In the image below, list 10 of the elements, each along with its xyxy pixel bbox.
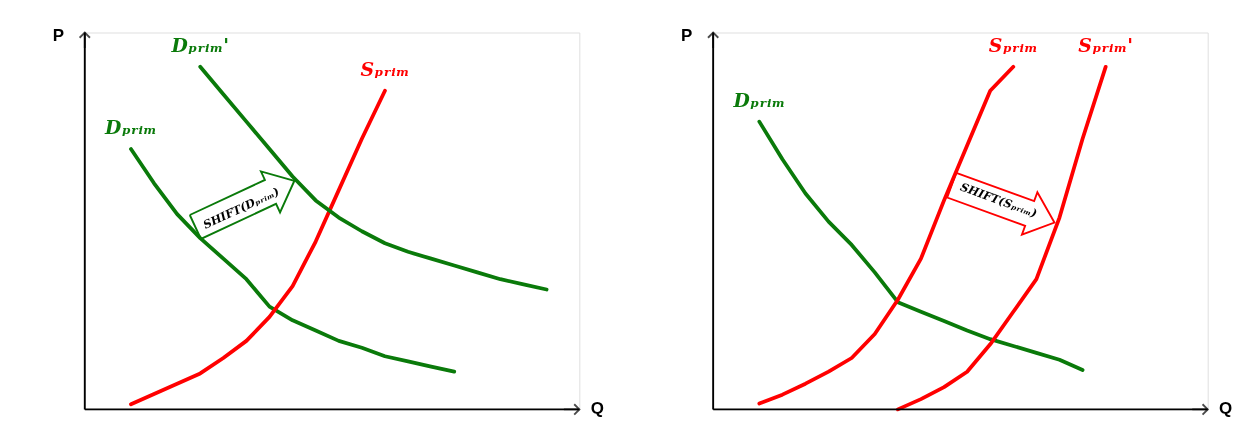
series-label: Sₚᵣᵢₘ	[360, 57, 410, 80]
series-label: Dₚᵣᵢₘ	[732, 88, 786, 111]
series-label: Dₚᵣᵢₘ'	[170, 33, 229, 56]
x-axis-title: Q	[1219, 399, 1233, 419]
series-label: Sₚᵣᵢₘ	[988, 33, 1038, 56]
y-axis-title: P	[52, 26, 65, 46]
y-axis-title: P	[681, 26, 693, 46]
series-label: Dₚᵣᵢₘ	[104, 115, 157, 138]
series-label: Sₚᵣᵢₘ'	[1078, 33, 1134, 56]
x-axis-title: Q	[590, 399, 604, 419]
